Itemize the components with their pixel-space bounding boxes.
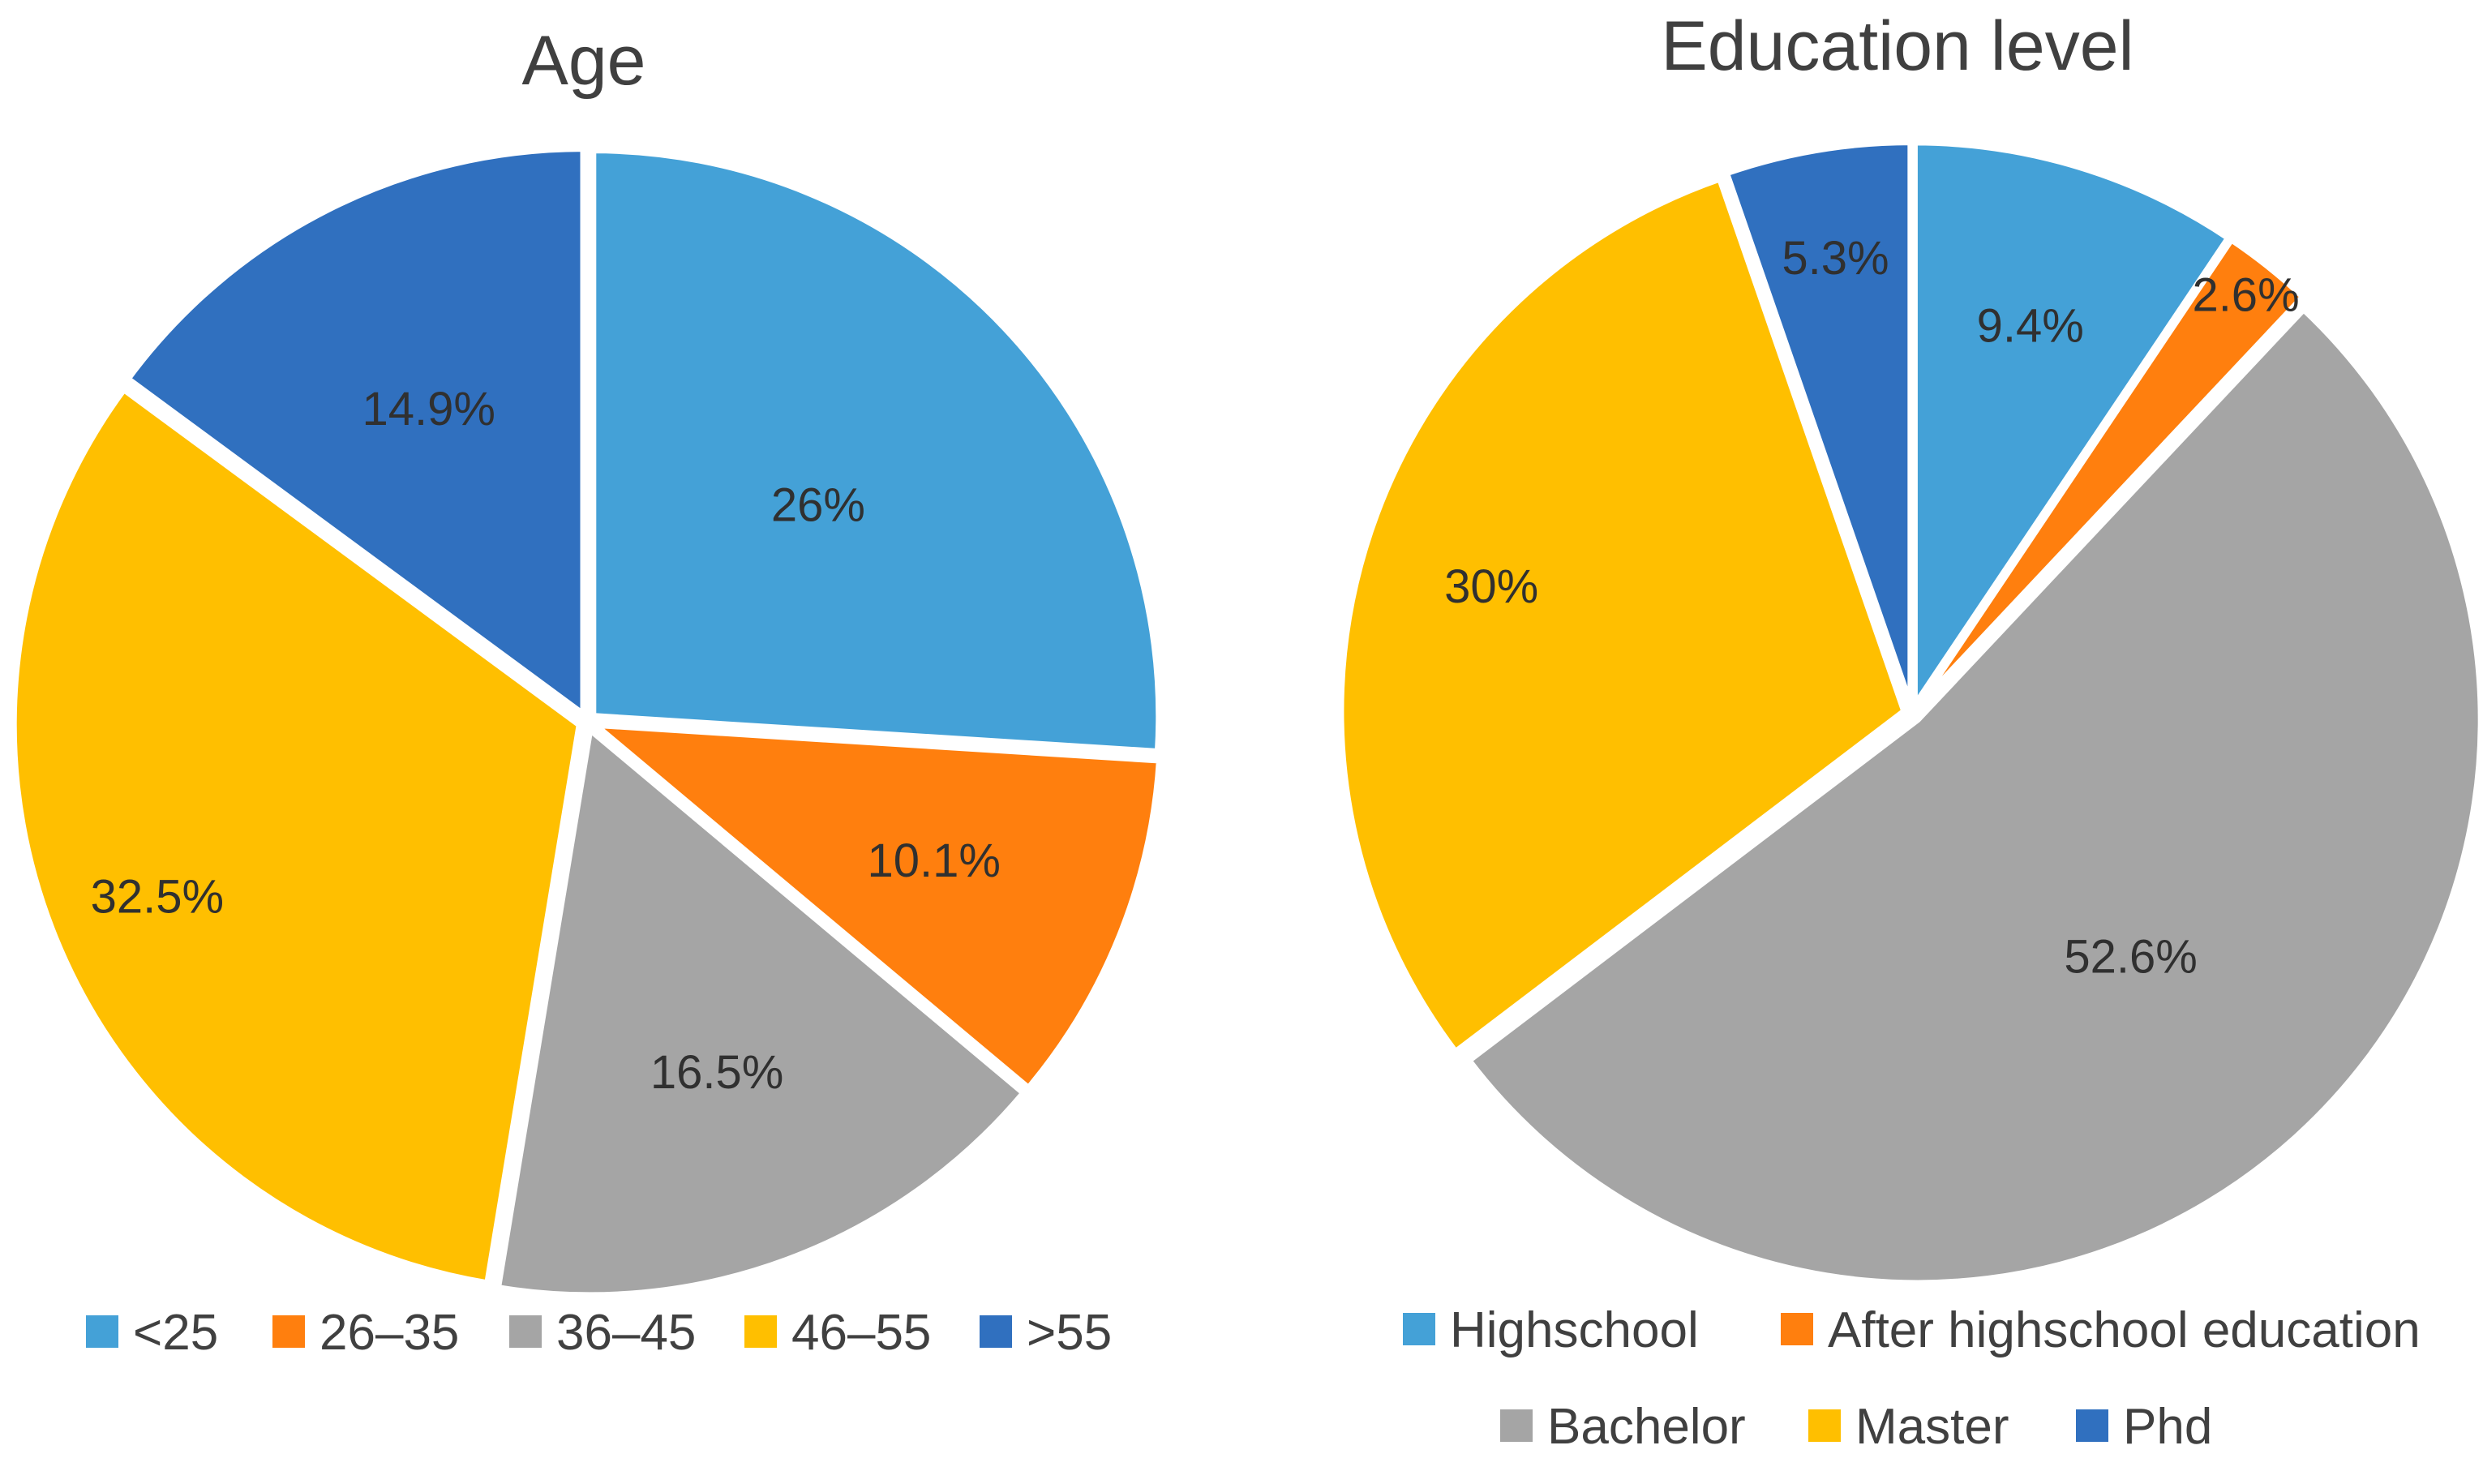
education-slice-bachelor	[1464, 304, 2483, 1287]
age-legend-swatch-36-45	[509, 1315, 542, 1348]
education-data-label-master: 30%	[1444, 560, 1538, 613]
education-legend-label-phd: Phd	[2123, 1399, 2212, 1455]
age-chart-title: Age	[521, 22, 645, 100]
education-slice-phd	[1722, 139, 1915, 707]
age-legend-item-55: >55	[980, 1305, 1112, 1361]
age-legend-label-55: >55	[1027, 1305, 1112, 1361]
age-legend-swatch-55	[980, 1315, 1012, 1348]
education-legend-label-bachelor: Bachelor	[1547, 1399, 1746, 1455]
age-legend-swatch-26-35	[272, 1315, 305, 1348]
education-chart-title: Education level	[1661, 7, 2133, 85]
education-legend: Highschool After highschool education Bach…	[1403, 1302, 2421, 1455]
education-pie-chart: Education level 9.4% 2.6% 52.6% 30% 5.3% Hig…	[1337, 7, 2483, 1455]
education-legend-swatch-master	[1808, 1409, 1841, 1442]
education-legend-item-bachelor: Bachelor	[1500, 1399, 1746, 1455]
education-slices	[1337, 139, 2483, 1287]
education-legend-swatch-after-highschool-education	[1781, 1313, 1813, 1345]
age-legend-item-46-55: 46–55	[744, 1305, 931, 1361]
age-slices	[10, 145, 1164, 1299]
education-slice-after-highschool-education	[1914, 234, 2309, 710]
age-slice-26-35	[585, 720, 1164, 1093]
age-legend-label-36-45: 36–45	[556, 1305, 696, 1361]
education-legend-item-phd: Phd	[2076, 1399, 2212, 1455]
education-legend-item-highschool: Highschool	[1403, 1302, 1699, 1358]
age-slice-55	[122, 145, 587, 721]
age-slice-25	[590, 147, 1163, 756]
education-slice-master	[1337, 174, 1909, 1057]
education-legend-label-after-highschool-education: After highschool education	[1828, 1302, 2421, 1358]
age-data-label-46-55: 32.5%	[91, 871, 224, 924]
age-legend-label-46-55: 46–55	[791, 1305, 931, 1361]
age-data-label-36-45: 16.5%	[650, 1046, 783, 1099]
education-slice-highschool	[1910, 139, 2233, 717]
education-data-label-phd: 5.3%	[1782, 232, 1889, 285]
age-legend-item-36-45: 36–45	[509, 1305, 696, 1361]
education-data-label-after-highschool-education: 2.6%	[2192, 269, 2299, 322]
education-legend-label-master: Master	[1855, 1399, 2009, 1455]
education-data-label-highschool: 9.4%	[1977, 299, 2084, 352]
age-data-label-26-35: 10.1%	[868, 834, 1001, 887]
education-data-labels: 9.4% 2.6% 52.6% 30% 5.3%	[1444, 232, 2300, 984]
education-legend-item-after-highschool-education: After highschool education	[1781, 1302, 2421, 1358]
education-legend-swatch-phd	[2076, 1409, 2108, 1442]
age-legend-item-26-35: 26–35	[272, 1305, 459, 1361]
education-legend-item-master: Master	[1808, 1399, 2009, 1455]
education-legend-swatch-bachelor	[1500, 1409, 1533, 1442]
age-legend-label-25: <25	[133, 1305, 218, 1361]
age-pie-chart: Age 26% 10.1% 16.5% 32.5% 14.9% <25 26–35 36–4…	[10, 22, 1164, 1361]
education-legend-label-highschool: Highschool	[1450, 1302, 1699, 1358]
age-legend: <25 26–35 36–45 46–55 >55	[86, 1305, 1112, 1361]
age-data-label-25: 26%	[771, 478, 865, 531]
education-legend-swatch-highschool	[1403, 1313, 1435, 1345]
education-data-label-bachelor: 52.6%	[2064, 931, 2197, 984]
age-legend-swatch-46-55	[744, 1315, 777, 1348]
age-legend-label-26-35: 26–35	[319, 1305, 459, 1361]
age-data-label-55: 14.9%	[362, 383, 495, 435]
age-slice-46-55	[10, 384, 584, 1288]
age-legend-item-25: <25	[86, 1305, 218, 1361]
age-data-labels: 26% 10.1% 16.5% 32.5% 14.9%	[91, 383, 1001, 1099]
age-slice-36-45	[494, 723, 1029, 1299]
age-legend-swatch-25	[86, 1315, 118, 1348]
